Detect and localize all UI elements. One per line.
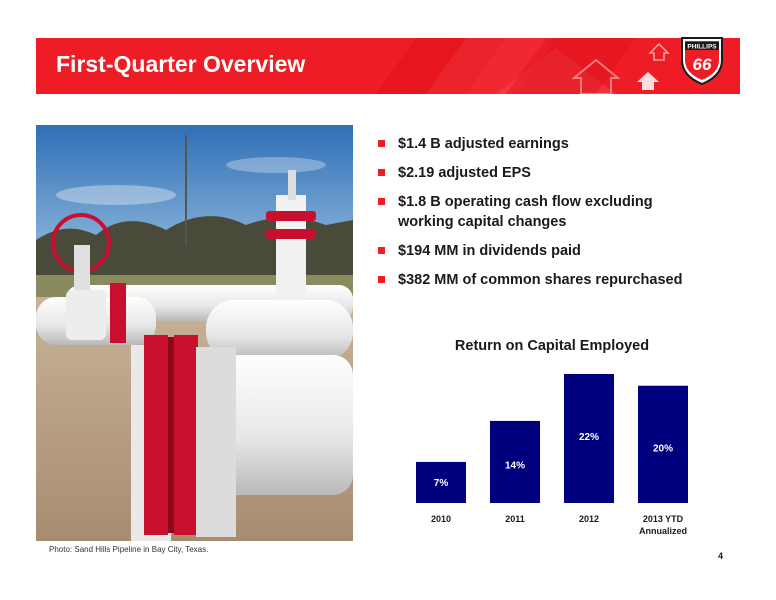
bar-2011 [490,420,540,503]
header-banner: First-Quarter Overview [36,38,740,94]
list-item: $194 MM in dividends paid [378,241,738,261]
bar-2013-ytd-annualized [638,385,688,503]
x-tick-label: 2011 [505,514,525,524]
svg-text:PHILLIPS: PHILLIPS [687,44,717,51]
x-tick-label: Annualized [639,526,687,536]
list-item: $1.8 B operating cash flow excluding wor… [378,192,708,232]
x-tick-label: 2013 YTD [643,514,684,524]
bullet-square-icon [378,247,385,254]
list-item-text: $382 MM of common shares repurchased [398,272,683,288]
bullet-square-icon [378,169,385,176]
bullet-square-icon [378,276,385,283]
arrow-up-icon [571,58,621,94]
list-item: $382 MM of common shares repurchased [378,270,738,290]
svg-text:66: 66 [693,55,712,74]
list-item-text: $1.8 B operating cash flow excluding wor… [398,194,653,230]
x-tick-label: 2010 [431,514,451,524]
phillips66-logo: PHILLIPS 66 [681,37,723,86]
photo-caption: Photo: Sand Hills Pipeline in Bay City, … [49,545,209,554]
pipeline-photo [36,125,353,541]
chart-title: Return on Capital Employed [454,338,650,354]
x-tick-label: 2012 [579,514,599,524]
bar-2012 [564,374,614,503]
arrow-up-icon [648,42,670,61]
header-background [36,38,740,94]
bar-value-label: 22% [579,432,599,443]
list-item: $1.4 B adjusted earnings [378,134,738,154]
arrow-up-icon [637,72,659,90]
bar-value-label: 7% [434,478,449,489]
bar-value-label: 20% [653,444,673,455]
roce-bar-chart: 7% 2010 14% 2011 22% 2012 20% 2013 YTD Annualize… [416,374,688,536]
list-item-text: $194 MM in dividends paid [398,243,581,259]
list-item: $2.19 adjusted EPS [378,163,738,183]
list-item-text: $1.4 B adjusted earnings [398,136,569,152]
bar-value-label: 14% [505,461,525,472]
bullet-square-icon [378,140,385,147]
bar-2010 [416,461,466,503]
pipeline-image [36,125,353,541]
page-title: First-Quarter Overview [56,51,306,77]
list-item-text: $2.19 adjusted EPS [398,165,531,181]
highlights-list: $1.4 B adjusted earnings $2.19 adjusted … [378,134,738,299]
page-number: 4 [718,551,724,561]
bullet-square-icon [378,198,385,205]
